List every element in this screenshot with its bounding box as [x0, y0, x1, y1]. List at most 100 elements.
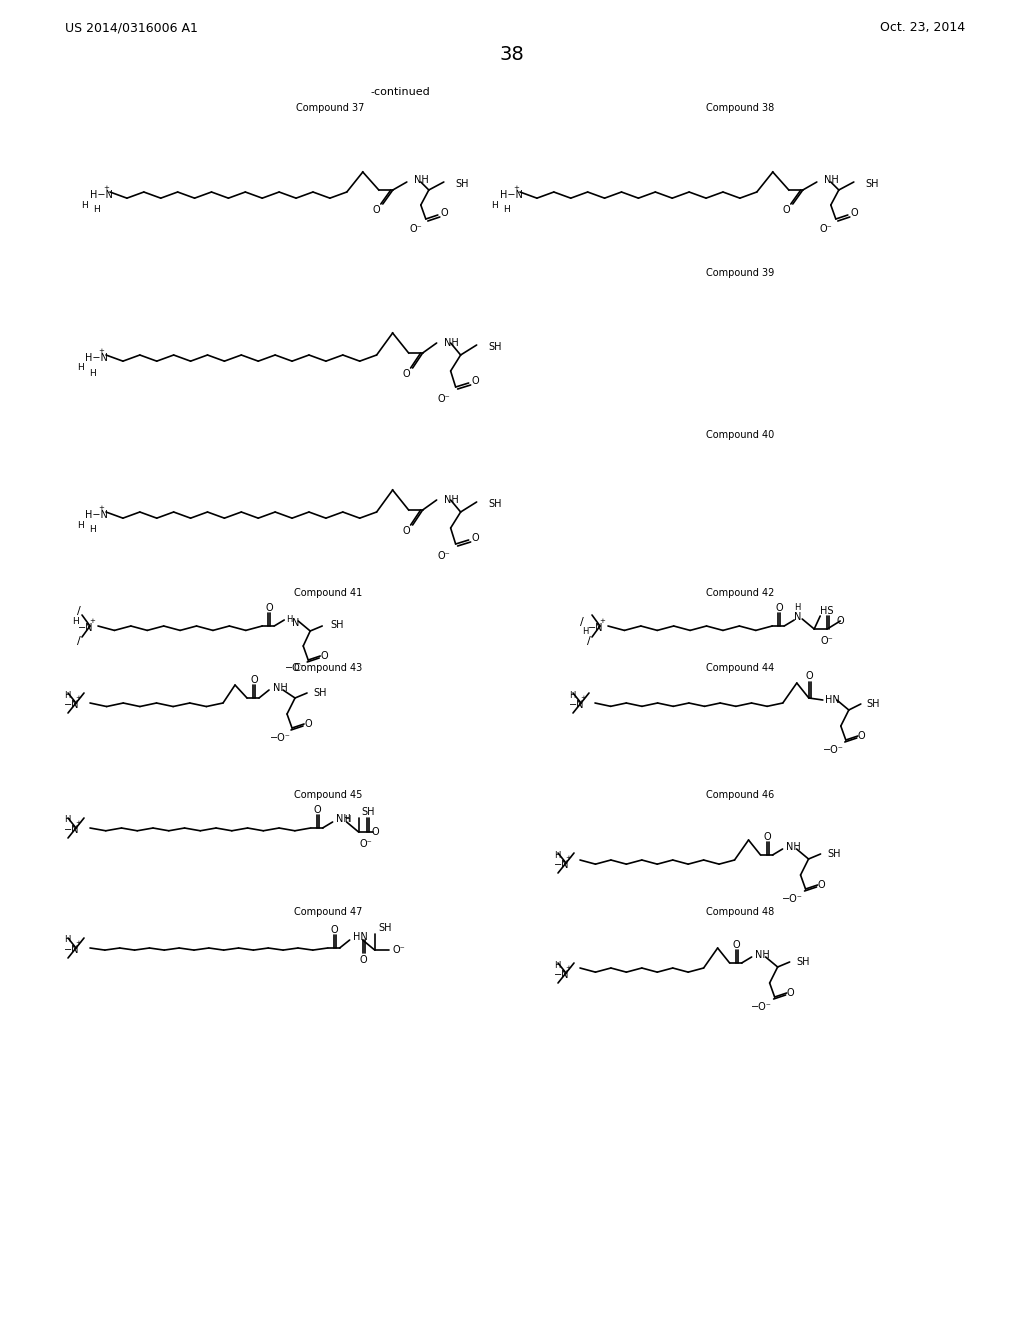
Text: +: + — [565, 855, 571, 861]
Text: O: O — [733, 940, 740, 950]
Text: Compound 47: Compound 47 — [294, 907, 362, 917]
Text: H: H — [89, 525, 95, 535]
Text: H−N: H−N — [90, 190, 113, 201]
Text: +: + — [513, 185, 519, 191]
Text: O: O — [265, 603, 273, 612]
Text: −O⁻: −O⁻ — [285, 663, 305, 673]
Text: O⁻: O⁻ — [410, 224, 422, 234]
Text: SH: SH — [866, 180, 880, 189]
Text: −N: −N — [554, 970, 569, 979]
Text: −N: −N — [569, 700, 585, 710]
Text: O: O — [441, 209, 449, 218]
Text: SH: SH — [827, 849, 841, 859]
Text: Oct. 23, 2014: Oct. 23, 2014 — [880, 21, 965, 34]
Text: H: H — [77, 520, 83, 529]
Text: H: H — [569, 690, 575, 700]
Text: O: O — [331, 925, 339, 935]
Text: ∕: ∕ — [587, 636, 591, 645]
Text: NH: NH — [273, 682, 288, 693]
Text: 38: 38 — [500, 45, 524, 65]
Text: +: + — [89, 618, 95, 624]
Text: SH: SH — [379, 923, 392, 933]
Text: −O⁻: −O⁻ — [752, 1002, 772, 1012]
Text: O: O — [321, 651, 328, 661]
Text: Compound 44: Compound 44 — [706, 663, 774, 673]
Text: O: O — [851, 209, 858, 218]
Text: −O⁻: −O⁻ — [823, 744, 844, 755]
Text: O: O — [764, 832, 771, 842]
Text: O⁻: O⁻ — [392, 945, 406, 954]
Text: Compound 41: Compound 41 — [294, 587, 362, 598]
Text: NH: NH — [823, 176, 839, 185]
Text: ∕: ∕ — [77, 636, 81, 645]
Text: O: O — [472, 533, 479, 543]
Text: SH: SH — [488, 342, 502, 352]
Text: O: O — [250, 675, 258, 685]
Text: H: H — [794, 603, 801, 612]
Text: +: + — [565, 965, 571, 972]
Text: NH: NH — [443, 338, 459, 348]
Text: O: O — [786, 987, 795, 998]
Text: O⁻: O⁻ — [437, 393, 450, 404]
Text: SH: SH — [456, 180, 469, 189]
Text: SH: SH — [488, 499, 502, 510]
Text: +: + — [98, 506, 104, 511]
Text: H: H — [286, 615, 293, 624]
Text: O: O — [775, 603, 783, 612]
Text: Compound 40: Compound 40 — [706, 430, 774, 440]
Text: −N: −N — [63, 945, 80, 954]
Text: Compound 39: Compound 39 — [706, 268, 774, 279]
Text: O: O — [806, 671, 814, 681]
Text: O⁻: O⁻ — [821, 636, 834, 645]
Text: +: + — [98, 348, 104, 354]
Text: −N: −N — [78, 623, 93, 634]
Text: Compound 37: Compound 37 — [296, 103, 365, 114]
Text: −O⁻: −O⁻ — [782, 894, 803, 904]
Text: H: H — [344, 814, 351, 824]
Text: SH: SH — [361, 807, 375, 817]
Text: O: O — [472, 376, 479, 385]
Text: −N: −N — [63, 825, 80, 836]
Text: O⁻: O⁻ — [819, 224, 833, 234]
Text: Compound 48: Compound 48 — [706, 907, 774, 917]
Text: O: O — [858, 731, 865, 741]
Text: H: H — [72, 618, 79, 627]
Text: +: + — [75, 820, 81, 826]
Text: +: + — [103, 185, 109, 191]
Text: SH: SH — [330, 620, 344, 630]
Text: O: O — [313, 805, 322, 814]
Text: NH: NH — [443, 495, 459, 506]
Text: Compound 46: Compound 46 — [706, 789, 774, 800]
Text: Compound 38: Compound 38 — [706, 103, 774, 114]
Text: N: N — [794, 612, 801, 622]
Text: O: O — [818, 880, 825, 890]
Text: H: H — [63, 816, 71, 825]
Text: N: N — [292, 618, 300, 628]
Text: H: H — [63, 690, 71, 700]
Text: -continued: -continued — [370, 87, 430, 96]
Text: O: O — [402, 370, 411, 379]
Text: NH: NH — [785, 842, 801, 851]
Text: H−N: H−N — [85, 352, 108, 363]
Text: ∕: ∕ — [581, 616, 584, 627]
Text: HN: HN — [824, 696, 840, 705]
Text: Compound 45: Compound 45 — [294, 789, 362, 800]
Text: H: H — [77, 363, 83, 372]
Text: O⁻: O⁻ — [437, 550, 450, 561]
Text: O: O — [783, 205, 791, 215]
Text: +: + — [75, 940, 81, 946]
Text: +: + — [599, 618, 605, 624]
Text: O: O — [372, 828, 380, 837]
Text: +: + — [580, 696, 586, 701]
Text: Compound 42: Compound 42 — [706, 587, 774, 598]
Text: H: H — [82, 201, 88, 210]
Text: O: O — [402, 525, 411, 536]
Text: H: H — [492, 201, 499, 210]
Text: O: O — [373, 205, 381, 215]
Text: −N: −N — [588, 623, 603, 634]
Text: NH: NH — [336, 814, 350, 824]
Text: O: O — [304, 719, 312, 729]
Text: SH: SH — [866, 700, 881, 709]
Text: SH: SH — [313, 688, 327, 698]
Text: O: O — [359, 954, 368, 965]
